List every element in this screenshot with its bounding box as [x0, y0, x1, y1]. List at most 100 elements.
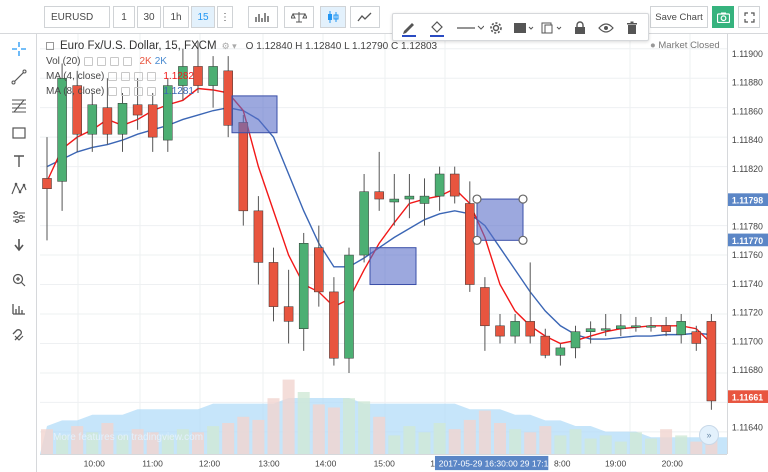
- text-tool-icon[interactable]: [6, 150, 31, 172]
- price-tick-label: 1.11880: [732, 78, 763, 88]
- interval-30-button[interactable]: 30: [137, 6, 161, 28]
- series-settings-icon[interactable]: ⚙ ▾: [221, 40, 237, 51]
- gear-icon[interactable]: [121, 72, 131, 81]
- price-marker-1: 1.11798: [732, 196, 763, 206]
- symbol-search-input[interactable]: EURUSD: [44, 6, 110, 28]
- time-tick-label: 19:00: [605, 458, 627, 468]
- clone-icon[interactable]: [539, 18, 565, 38]
- fib-retracement-icon[interactable]: [6, 94, 31, 116]
- candle-body: [314, 247, 324, 293]
- volume-bar: [252, 419, 265, 454]
- patterns-tool-icon[interactable]: [6, 178, 31, 200]
- eye-icon[interactable]: [84, 57, 94, 66]
- candle-body: [72, 85, 82, 135]
- line-style-icon[interactable]: [455, 18, 485, 38]
- price-tick-label: 1.11760: [732, 250, 763, 260]
- eye-icon[interactable]: [108, 87, 118, 96]
- ma2-label: MA (8, close): [46, 86, 105, 97]
- candle-body: [570, 331, 581, 349]
- trash-icon[interactable]: [621, 18, 643, 38]
- interval-1-button[interactable]: 1: [113, 6, 135, 28]
- user-drawings-layer: [231, 95, 528, 286]
- time-tick-label: 15:00: [374, 458, 396, 468]
- volume-value-2: 2K: [154, 56, 167, 67]
- prediction-tool-icon[interactable]: [6, 206, 31, 228]
- magnet-icon[interactable]: [6, 325, 31, 347]
- fill-bucket-icon[interactable]: [425, 18, 449, 38]
- chart-type-bars-icon[interactable]: [248, 6, 278, 28]
- interval-1h-button[interactable]: 1h: [163, 6, 189, 28]
- more-icon[interactable]: [123, 57, 133, 66]
- volume-bar: [358, 401, 371, 454]
- time-axis[interactable]: 10:0011:0012:0013:0014:0015:0016:0019:00…: [40, 454, 727, 472]
- drawn-rectangle-2: [369, 247, 417, 286]
- camera-icon[interactable]: [712, 6, 734, 28]
- volume-bar: [207, 426, 220, 454]
- eye-icon[interactable]: [595, 18, 617, 38]
- price-axis[interactable]: 1.11900 1.11880 1.11860 1.11840 1.11820 1.117…: [727, 34, 768, 454]
- compare-scales-icon[interactable]: [284, 6, 314, 28]
- candle-body: [163, 85, 173, 141]
- price-marker-2-bg: [728, 233, 768, 247]
- time-tick-label: 12:00: [199, 458, 221, 468]
- volume-bar: [509, 429, 522, 454]
- price-tick-label: 1.11820: [732, 164, 763, 174]
- volume-bar: [690, 441, 703, 454]
- crosshair-time-label: 2017-05-29 16:30:00 29 17:15:00: [439, 458, 565, 468]
- volume-bar: [267, 398, 280, 454]
- measure-icon[interactable]: [6, 297, 31, 319]
- volume-bar: [584, 438, 597, 454]
- rectangle-shape-icon[interactable]: [6, 122, 31, 144]
- pencil-color-icon[interactable]: [397, 18, 421, 38]
- volume-bar: [71, 426, 84, 454]
- gear-icon[interactable]: [97, 57, 107, 66]
- candle-body: [449, 173, 460, 197]
- interval-15-button[interactable]: 15: [191, 6, 215, 28]
- fullscreen-icon[interactable]: [738, 6, 760, 28]
- crosshair-cursor-icon[interactable]: [6, 38, 31, 60]
- price-marker-2: 1.11770: [732, 236, 763, 246]
- collapse-legend-icon[interactable]: [46, 42, 54, 50]
- volume-bar: [494, 423, 506, 454]
- candle-body: [419, 195, 430, 204]
- watermark-link[interactable]: More features on tradingview.com: [53, 432, 204, 443]
- price-tick-label: 1.11860: [732, 106, 763, 116]
- top-toolbar: EURUSD 1 30 1h 15 ⋮ Save Chart: [0, 0, 768, 34]
- arrow-down-icon[interactable]: [6, 234, 31, 256]
- candle-body: [585, 328, 596, 332]
- resize-handle: [518, 194, 528, 204]
- indicators-icon[interactable]: [350, 6, 380, 28]
- volume-bar: [146, 432, 159, 454]
- candle-body: [223, 70, 233, 126]
- eye-icon[interactable]: [108, 72, 118, 81]
- drawing-properties-toolbar: [392, 13, 649, 41]
- volume-bar: [463, 419, 476, 454]
- volume-bar: [478, 410, 491, 454]
- candle-body: [253, 210, 264, 263]
- trend-line-icon[interactable]: [6, 66, 31, 88]
- price-chart-canvas[interactable]: [40, 34, 727, 454]
- scroll-to-realtime-icon[interactable]: »: [699, 425, 719, 445]
- close-icon[interactable]: [110, 57, 120, 66]
- volume-bar: [373, 416, 386, 454]
- time-tick-label: 11:00: [142, 458, 163, 468]
- candles-style-icon[interactable]: [320, 6, 346, 28]
- visibility-icon[interactable]: [511, 18, 537, 38]
- zoom-in-icon[interactable]: [6, 269, 31, 291]
- more-intervals-icon[interactable]: ⋮: [217, 6, 233, 28]
- close-icon[interactable]: [134, 72, 144, 81]
- candle-body: [676, 321, 686, 335]
- market-status-dot-icon: ●: [650, 40, 659, 51]
- more-icon[interactable]: [147, 87, 157, 96]
- lock-icon[interactable]: [569, 18, 591, 38]
- more-icon[interactable]: [147, 72, 157, 81]
- candle-body: [510, 321, 520, 337]
- save-chart-button[interactable]: Save Chart: [650, 6, 708, 28]
- gear-icon[interactable]: [121, 87, 131, 96]
- resize-handle: [472, 235, 482, 245]
- volume-label: Vol (20): [46, 56, 81, 67]
- gear-icon[interactable]: [485, 18, 507, 38]
- resize-handle: [472, 194, 482, 204]
- candle-body: [631, 325, 641, 328]
- close-icon[interactable]: [134, 87, 144, 96]
